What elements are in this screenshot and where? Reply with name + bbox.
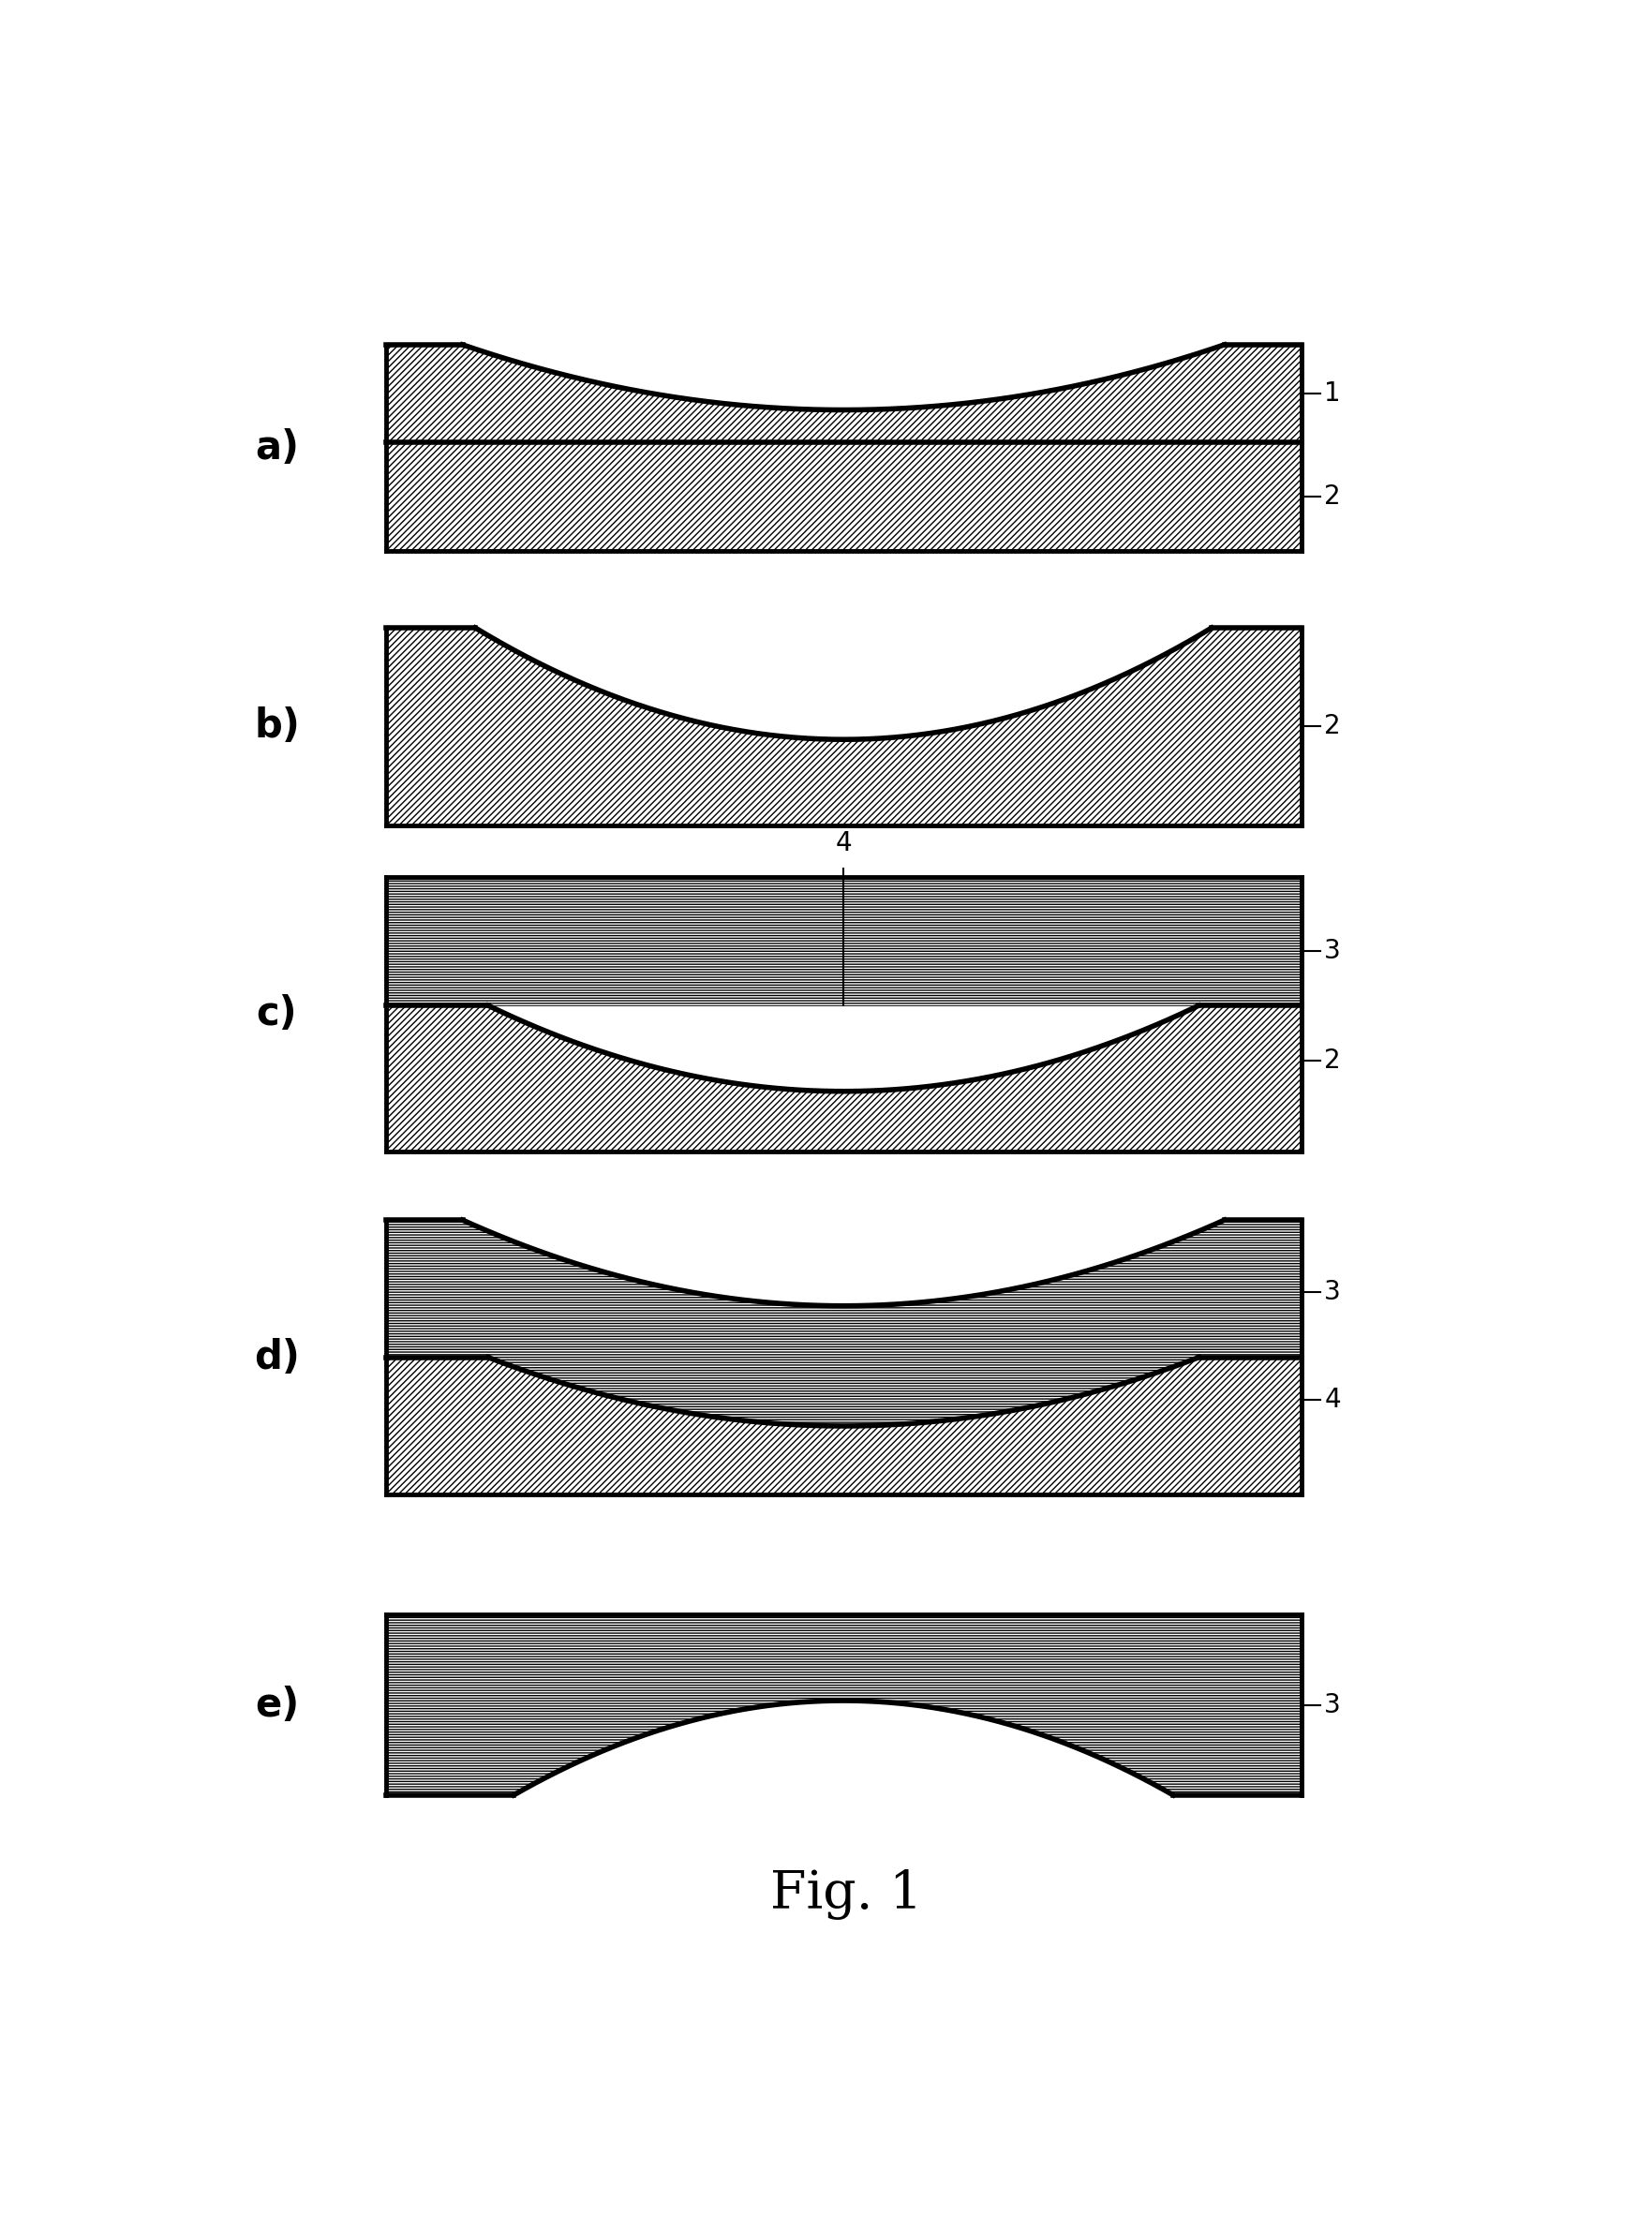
Text: a): a) bbox=[254, 428, 299, 468]
Text: Fig. 1: Fig. 1 bbox=[770, 1868, 923, 1919]
Text: 3: 3 bbox=[1325, 1692, 1341, 1719]
Polygon shape bbox=[387, 1357, 1302, 1496]
Text: c): c) bbox=[256, 994, 297, 1034]
Text: 4: 4 bbox=[1325, 1386, 1341, 1413]
Text: 2: 2 bbox=[1325, 713, 1341, 740]
Polygon shape bbox=[387, 1219, 1302, 1427]
Text: e): e) bbox=[254, 1685, 299, 1725]
Text: b): b) bbox=[254, 707, 299, 747]
Text: d): d) bbox=[254, 1337, 299, 1378]
Text: 3: 3 bbox=[1325, 1279, 1341, 1306]
Polygon shape bbox=[387, 629, 1302, 825]
Polygon shape bbox=[387, 876, 1302, 1005]
Text: 4: 4 bbox=[836, 829, 852, 856]
Text: 1: 1 bbox=[1325, 381, 1341, 406]
Polygon shape bbox=[387, 444, 1302, 551]
Text: 2: 2 bbox=[1325, 484, 1341, 510]
Polygon shape bbox=[387, 345, 1302, 444]
Text: 3: 3 bbox=[1325, 938, 1341, 963]
Polygon shape bbox=[387, 1005, 1302, 1152]
Text: 2: 2 bbox=[1325, 1048, 1341, 1074]
Polygon shape bbox=[387, 1614, 1302, 1794]
